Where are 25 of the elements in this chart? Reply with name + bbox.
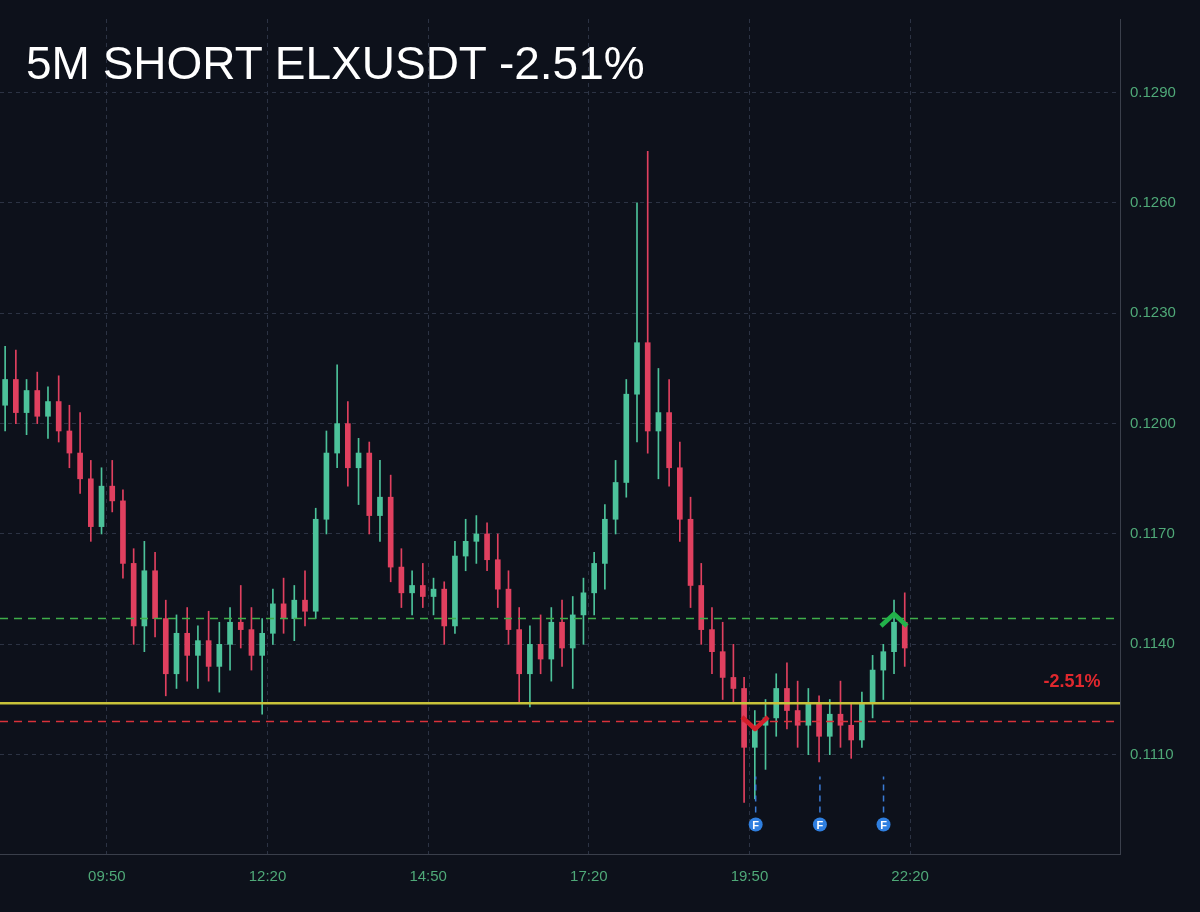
candlestick bbox=[302, 570, 308, 627]
annotation: F bbox=[880, 818, 888, 831]
x-tick-label: 14:50 bbox=[409, 867, 447, 885]
candlestick bbox=[259, 618, 265, 715]
x-tick-label: 12:20 bbox=[248, 867, 287, 885]
y-tick-label: 0.1290 bbox=[1130, 82, 1176, 100]
annotation: F bbox=[816, 818, 824, 831]
y-tick-label: 0.1110 bbox=[1130, 744, 1174, 762]
y-tick-label: 0.1230 bbox=[1130, 303, 1176, 321]
chart-title: 5M SHORT ELXUSDT -2.51% bbox=[26, 36, 645, 90]
y-tick-label: 0.1260 bbox=[1130, 193, 1176, 211]
annotation: F bbox=[752, 818, 760, 831]
y-tick-label: 0.1140 bbox=[1130, 634, 1175, 652]
candlestick bbox=[409, 570, 415, 616]
y-tick-label: 0.1170 bbox=[1130, 524, 1175, 542]
candlestick bbox=[195, 625, 201, 689]
candlestick bbox=[377, 460, 383, 542]
x-tick-label: 19:50 bbox=[730, 867, 769, 885]
x-tick-label: 22:20 bbox=[891, 867, 929, 885]
y-tick-label: 0.1200 bbox=[1130, 413, 1176, 431]
candlestick bbox=[634, 202, 640, 443]
x-tick-label: 17:20 bbox=[570, 867, 608, 885]
annotation: -2.51% bbox=[1043, 671, 1101, 692]
x-tick-label: 09:50 bbox=[88, 867, 126, 885]
candlestick bbox=[237, 585, 244, 649]
